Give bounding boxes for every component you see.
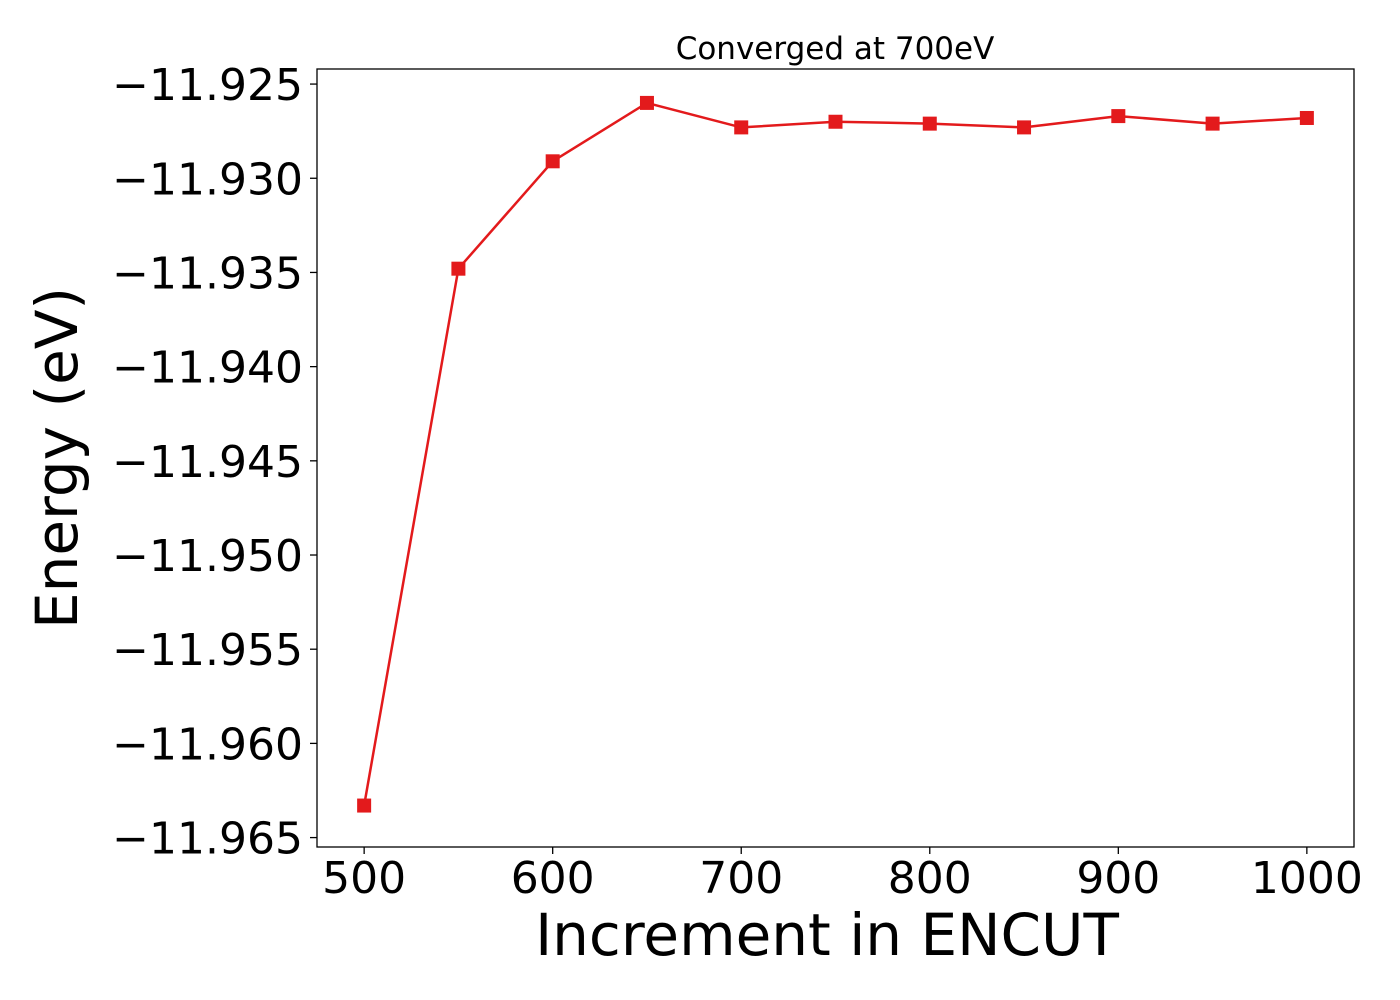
plot-area (357, 95, 1314, 813)
x-tick-label: 800 (888, 853, 972, 904)
y-axis-title: Energy (eV) (23, 287, 91, 629)
x-tick-label: 900 (1076, 853, 1160, 904)
data-point (1205, 116, 1220, 131)
y-tick-label: −11.955 (112, 625, 303, 676)
y-tick-label: −11.925 (112, 60, 303, 111)
data-point (1111, 109, 1126, 124)
y-tick-label: −11.965 (112, 814, 303, 865)
y-axis: −11.925 −11.930 −11.935 −11.940 −11.945 −11.9… (112, 60, 317, 865)
x-tick-label: 500 (322, 853, 406, 904)
x-axis-title: Increment in ENCUT (535, 901, 1119, 969)
x-axis: 500 600 700 800 900 1000 (322, 847, 1363, 904)
data-point (1299, 110, 1314, 125)
x-tick-label: 1000 (1251, 853, 1363, 904)
data-point (639, 95, 654, 110)
data-point (545, 154, 560, 169)
y-tick-label: −11.940 (112, 343, 303, 394)
data-point (734, 120, 749, 135)
y-tick-label: −11.950 (112, 531, 303, 582)
data-point (357, 798, 372, 813)
data-point (922, 116, 937, 131)
y-tick-label: −11.935 (112, 248, 303, 299)
data-point (451, 261, 466, 276)
data-point (828, 114, 843, 129)
x-tick-label: 700 (699, 853, 783, 904)
chart-title: Converged at 700eV (676, 31, 995, 67)
data-point (1017, 120, 1032, 135)
y-tick-label: −11.960 (112, 719, 303, 770)
y-tick-label: −11.945 (112, 437, 303, 488)
y-tick-label: −11.930 (112, 154, 303, 205)
plot-frame (316, 68, 1355, 848)
x-tick-label: 600 (511, 853, 595, 904)
